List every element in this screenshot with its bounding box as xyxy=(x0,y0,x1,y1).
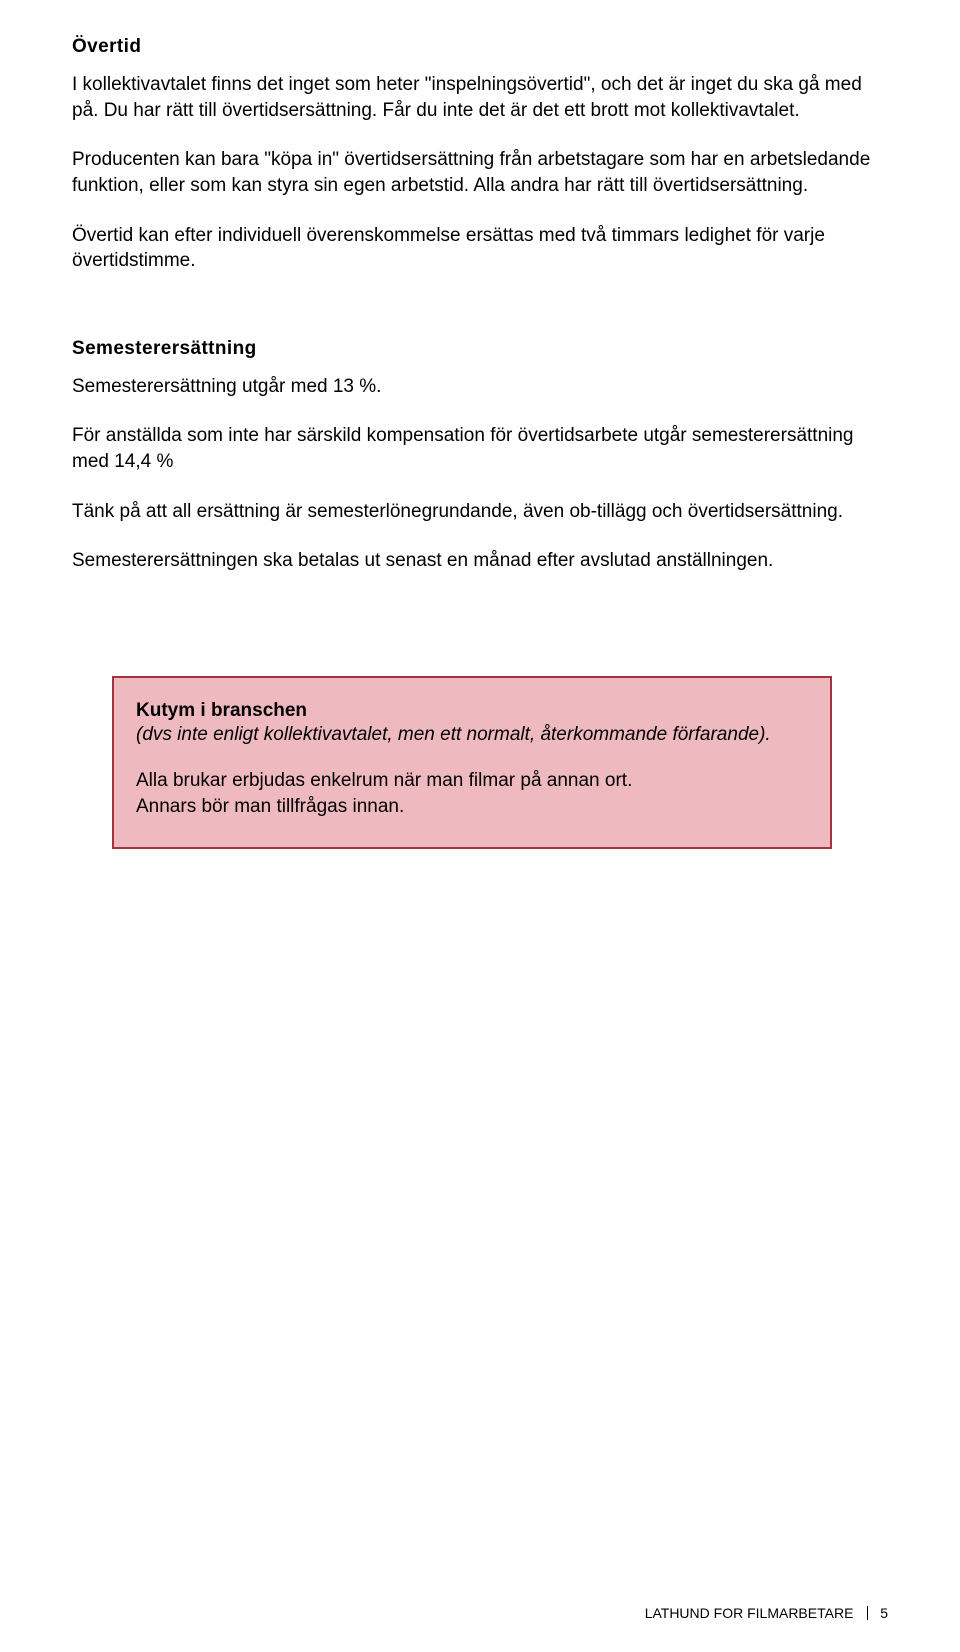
paragraph: Semesterersättning utgår med 13 %. xyxy=(72,374,888,400)
callout-box: Kutym i branschen (dvs inte enligt kolle… xyxy=(112,676,832,849)
section-overtid: Övertid I kollektivavtalet finns det ing… xyxy=(72,36,888,274)
callout-title: Kutym i branschen xyxy=(136,700,808,722)
document-page: Övertid I kollektivavtalet finns det ing… xyxy=(0,0,960,1652)
paragraph: Tänk på att all ersättning är semesterlö… xyxy=(72,499,888,525)
footer-label: LATHUND FOR FILMARBETARE xyxy=(645,1605,854,1621)
paragraph: I kollektivavtalet finns det inget som h… xyxy=(72,72,888,123)
callout-body-line: Annars bör man tillfrågas innan. xyxy=(136,794,808,820)
section-gap xyxy=(72,598,888,638)
paragraph: Övertid kan efter individuell överenskom… xyxy=(72,223,888,274)
footer-divider xyxy=(867,1606,868,1620)
page-footer: LATHUND FOR FILMARBETARE 5 xyxy=(645,1605,888,1622)
callout-body-line: Alla brukar erbjudas enkelrum när man fi… xyxy=(136,768,808,794)
section-semesterersattning: Semesterersättning Semesterersättning ut… xyxy=(72,338,888,574)
heading-semesterersattning: Semesterersättning xyxy=(72,338,888,360)
paragraph: Producenten kan bara "köpa in" övertidse… xyxy=(72,147,888,198)
footer-page-number: 5 xyxy=(880,1605,888,1621)
paragraph: För anställda som inte har särskild komp… xyxy=(72,423,888,474)
section-gap xyxy=(72,298,888,338)
paragraph: Semesterersättningen ska betalas ut sena… xyxy=(72,548,888,574)
heading-overtid: Övertid xyxy=(72,36,888,58)
callout-subtitle: (dvs inte enligt kollektivavtalet, men e… xyxy=(136,724,808,746)
